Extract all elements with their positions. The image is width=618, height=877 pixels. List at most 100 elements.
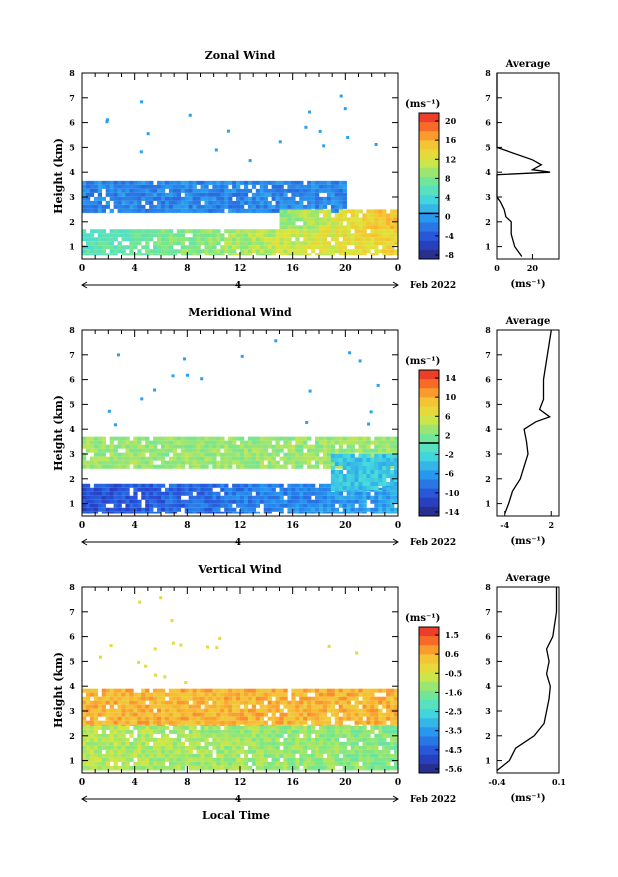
heatmap-cell xyxy=(299,738,303,742)
heatmap-cell xyxy=(114,484,118,488)
heatmap-cell xyxy=(82,237,86,241)
heatmap-cell xyxy=(343,750,347,754)
heatmap-cell xyxy=(347,454,351,458)
heatmap-cell xyxy=(133,197,137,201)
heatmap-cell xyxy=(216,770,220,771)
heatmap-cell xyxy=(110,750,114,754)
heatmap-cell xyxy=(232,689,236,693)
heatmap-cell xyxy=(102,504,106,508)
heatmap-cell xyxy=(280,508,284,512)
heatmap-cell xyxy=(204,209,208,213)
heatmap-cell xyxy=(82,193,86,197)
heatmap-cell xyxy=(272,701,276,705)
heatmap-cell xyxy=(173,189,177,193)
heatmap-cell xyxy=(272,742,276,746)
colorbar-tick-label: 0.6 xyxy=(445,649,459,659)
heatmap-cell xyxy=(327,726,331,730)
heatmap-cell xyxy=(94,441,98,445)
heatmap-cell xyxy=(331,458,335,462)
heatmap-cell xyxy=(149,770,153,771)
heatmap-cell xyxy=(236,750,240,754)
heatmap-cell xyxy=(256,189,260,193)
heatmap-cell xyxy=(220,484,224,488)
heatmap-cell xyxy=(169,689,173,693)
heatmap-cell xyxy=(315,465,319,469)
heatmap-cell xyxy=(236,734,240,738)
heatmap-cell xyxy=(343,758,347,762)
heatmap-cell xyxy=(386,742,390,746)
heatmap-cell xyxy=(212,762,216,766)
heatmap-cell xyxy=(216,734,220,738)
heatmap-cell xyxy=(244,730,248,734)
heatmap-cell xyxy=(137,693,141,697)
heatmap-cell xyxy=(94,742,98,746)
heatmap-cell xyxy=(129,697,133,701)
heatmap-cell xyxy=(86,496,90,500)
heatmap-cell xyxy=(347,701,351,705)
heatmap-cell xyxy=(114,181,118,185)
heatmap-cell xyxy=(374,713,378,717)
heatmap-cell xyxy=(220,441,224,445)
heatmap-cell xyxy=(374,441,378,445)
heatmap-cell xyxy=(307,701,311,705)
heatmap-cell xyxy=(355,253,359,255)
heatmap-cell xyxy=(248,746,252,750)
heatmap-cell xyxy=(197,492,201,496)
heatmap-cell xyxy=(185,445,189,449)
heatmap-cell xyxy=(106,237,110,241)
heatmap-cell xyxy=(287,445,291,449)
heatmap-cell xyxy=(145,488,149,492)
heatmap-cell xyxy=(185,197,189,201)
heatmap-cell xyxy=(110,500,114,504)
heatmap-cell xyxy=(291,726,295,730)
colorbar-tick-label: 6 xyxy=(445,411,451,421)
heatmap-cell xyxy=(145,496,149,500)
heatmap-cell xyxy=(331,466,335,470)
heatmap-cell xyxy=(315,241,319,245)
heatmap-cell xyxy=(149,709,153,713)
heatmap-cell xyxy=(276,249,280,253)
heatmap-cell xyxy=(272,730,276,734)
heatmap-cell xyxy=(189,249,193,253)
heatmap-speck xyxy=(154,647,157,650)
heatmap-cell xyxy=(327,449,331,453)
heatmap-cell xyxy=(208,762,212,766)
heatmap-cell xyxy=(125,701,129,705)
heatmap-cell xyxy=(82,189,86,193)
heatmap-cell xyxy=(125,500,129,504)
heatmap-cell xyxy=(378,742,382,746)
heatmap-cell xyxy=(153,185,157,189)
heatmap-cell xyxy=(216,445,220,449)
heatmap-cell xyxy=(256,193,260,197)
heatmap-cell xyxy=(299,717,303,721)
heatmap-cell xyxy=(331,486,335,490)
heatmap-cell xyxy=(125,726,129,730)
heatmap-cell xyxy=(232,492,236,496)
heatmap-cell xyxy=(303,197,307,201)
heatmap-cell xyxy=(366,437,370,441)
heatmap-cell xyxy=(276,453,280,457)
heatmap-cell xyxy=(224,488,228,492)
heatmap-cell xyxy=(181,697,185,701)
heatmap-cell xyxy=(102,488,106,492)
heatmap-cell xyxy=(240,189,244,193)
heatmap-cell xyxy=(102,758,106,762)
heatmap-cell xyxy=(283,504,287,508)
heatmap-cell xyxy=(319,245,323,249)
heatmap-cell xyxy=(359,701,363,705)
heatmap-cell xyxy=(185,253,189,255)
heatmap-cell xyxy=(228,770,232,771)
heatmap-cell xyxy=(232,770,236,771)
heatmap-cell xyxy=(185,209,189,213)
heatmap-cell xyxy=(185,249,189,253)
heatmap-cell xyxy=(181,492,185,496)
heatmap-cell xyxy=(118,484,122,488)
heatmap-cell xyxy=(303,730,307,734)
heatmap-cell xyxy=(307,241,311,245)
heatmap-cell xyxy=(224,766,228,770)
heatmap-cell xyxy=(252,237,256,241)
heatmap-cell xyxy=(82,496,86,500)
heatmap-cell xyxy=(343,213,347,217)
heatmap-cell xyxy=(244,245,248,249)
heatmap-cell xyxy=(240,492,244,496)
